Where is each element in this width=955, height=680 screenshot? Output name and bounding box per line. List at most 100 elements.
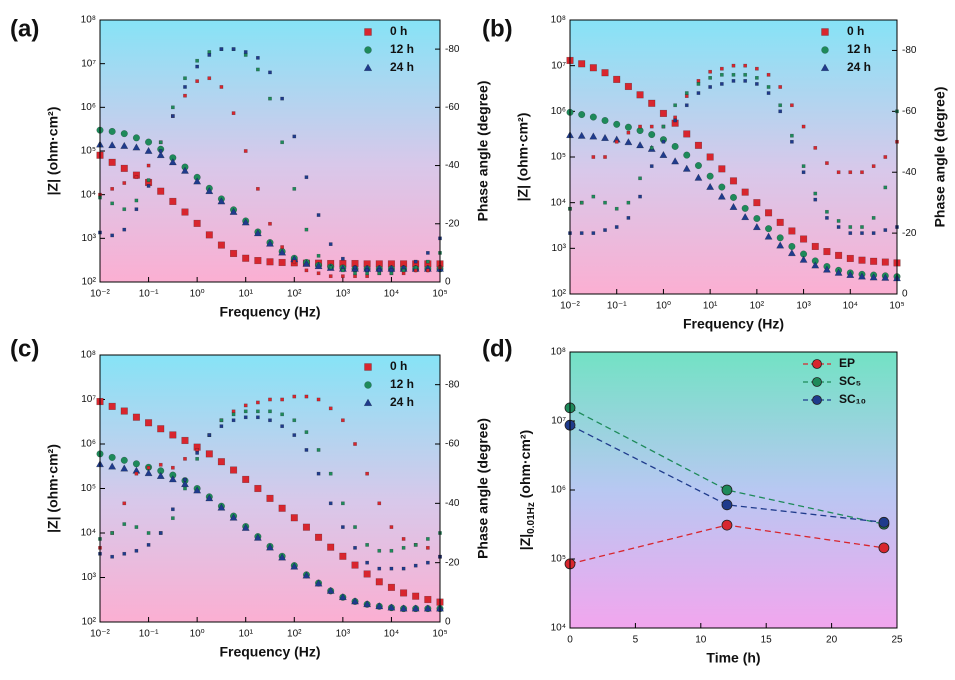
marker [835, 251, 843, 259]
marker [708, 75, 712, 80]
marker [425, 560, 430, 565]
marker [790, 103, 794, 108]
marker [741, 188, 749, 196]
marker [389, 566, 394, 571]
marker [696, 91, 701, 95]
marker [278, 553, 287, 561]
marker [328, 471, 333, 476]
y2-tick-label: -80 [445, 379, 460, 390]
marker [614, 225, 619, 229]
marker [387, 603, 396, 611]
plot-background [100, 355, 440, 622]
marker [268, 397, 272, 402]
marker [706, 153, 714, 161]
marker [825, 161, 829, 165]
marker [217, 197, 226, 205]
marker [729, 193, 738, 202]
marker [170, 516, 175, 521]
y-tick-label: 10⁸ [81, 350, 96, 361]
x-tick-label: 10⁻¹ [139, 629, 159, 640]
legend-label: EP [839, 356, 855, 370]
marker [292, 394, 297, 399]
y2-tick-label: -60 [445, 102, 460, 113]
marker [158, 140, 163, 145]
marker [169, 197, 177, 205]
y-tick-label: 10⁴ [551, 197, 566, 208]
y-tick-label: 10⁸ [551, 15, 566, 26]
marker [425, 259, 430, 264]
marker [694, 141, 703, 149]
marker [280, 96, 284, 101]
legend-label: SC₅ [839, 374, 861, 388]
marker [304, 268, 309, 273]
impedance-series [95, 140, 445, 272]
marker [132, 143, 141, 151]
x-tick-label: 10 [695, 635, 707, 646]
marker [110, 554, 115, 559]
marker [673, 103, 677, 108]
marker [268, 418, 272, 423]
marker [193, 219, 201, 227]
y-tick-label: 10⁶ [551, 106, 566, 117]
marker [302, 259, 311, 267]
marker [316, 213, 321, 217]
marker [743, 79, 748, 83]
marker [743, 63, 748, 68]
marker [108, 453, 116, 461]
marker [205, 450, 213, 458]
y2-tick-label: 0 [445, 617, 451, 628]
marker [836, 170, 841, 175]
x-tick-label: 10⁵ [432, 289, 447, 300]
marker [425, 545, 430, 550]
marker [375, 602, 384, 610]
marker [230, 466, 238, 474]
marker [684, 103, 689, 108]
y2-tick-label: -20 [445, 218, 460, 229]
marker [790, 139, 794, 144]
marker [328, 242, 333, 247]
plot-background [100, 20, 440, 282]
marker [729, 202, 738, 210]
marker [265, 239, 275, 247]
marker [813, 191, 818, 196]
marker [836, 225, 841, 229]
marker [341, 501, 345, 506]
marker [755, 82, 759, 86]
marker [671, 142, 679, 151]
marker [256, 186, 260, 191]
marker [351, 561, 359, 569]
marker [721, 519, 733, 531]
y-tick-label: 10² [82, 617, 97, 628]
marker [883, 155, 888, 159]
marker [145, 138, 153, 146]
marker [290, 562, 299, 570]
marker [254, 256, 262, 265]
marker [731, 63, 736, 68]
marker [883, 185, 888, 190]
marker [229, 207, 238, 215]
x-tick-label: 10⁴ [384, 629, 399, 640]
y2-axis-label: Phase angle (degree) [475, 81, 491, 222]
marker [649, 164, 654, 168]
marker [314, 261, 323, 270]
marker [328, 406, 333, 411]
marker [799, 255, 808, 263]
marker [170, 465, 175, 470]
marker [626, 130, 631, 135]
marker [181, 208, 189, 216]
marker [243, 50, 248, 54]
marker [316, 253, 321, 258]
x-tick-label: 10⁰ [656, 301, 671, 312]
marker [600, 133, 610, 141]
marker [776, 241, 785, 249]
marker [377, 548, 382, 553]
marker [579, 200, 584, 205]
legend-marker [363, 398, 373, 407]
marker [765, 209, 773, 217]
y-tick-label: 10³ [82, 572, 97, 583]
y-tick-label: 10⁷ [551, 416, 566, 427]
marker [316, 448, 321, 452]
marker [193, 177, 202, 185]
legend-label: 0 h [390, 24, 407, 38]
marker [589, 64, 597, 72]
